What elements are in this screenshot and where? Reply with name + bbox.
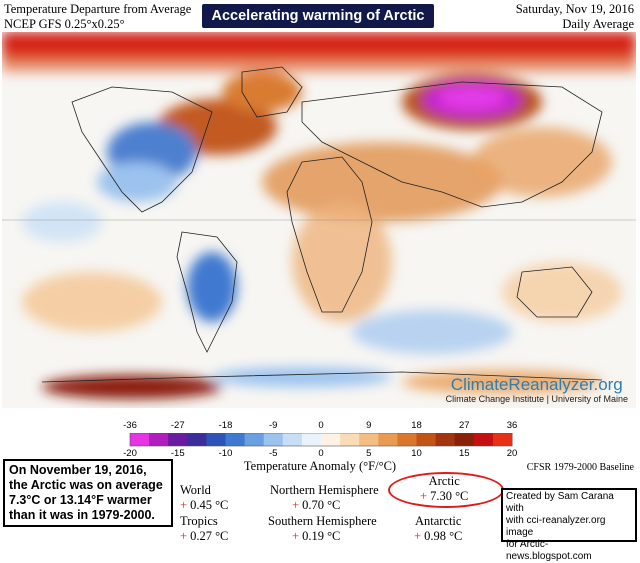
- colorbar-swatch-15: [416, 433, 437, 446]
- header-right: Saturday, Nov 19, 2016 Daily Average: [516, 2, 634, 32]
- stat-tropics-label: Tropics: [180, 514, 218, 528]
- stat-sh-sign: +: [292, 529, 300, 543]
- stat-antarctic-sign: +: [414, 529, 422, 543]
- credit-line-3: for Arctic-news.blogspot.com: [506, 539, 592, 562]
- celsius-tick-label: -20: [123, 448, 137, 459]
- anomaly-map-svg: [2, 32, 636, 408]
- celsius-tick-label: 15: [458, 448, 470, 459]
- stat-nh-label: Northern Hemisphere: [270, 483, 379, 497]
- colorbar-swatch-16: [435, 433, 456, 446]
- anomaly-shading: [2, 32, 636, 399]
- stat-tropics: Tropics +0.27 °C: [180, 514, 228, 544]
- colorbar-swatch-14: [397, 433, 417, 446]
- fahrenheit-tick-label: -36: [123, 420, 137, 431]
- colorbar-swatch-1: [149, 433, 169, 446]
- stat-southern-hemisphere: Southern Hemisphere +0.19 °C: [268, 514, 377, 544]
- celsius-tick-label: 10: [411, 448, 422, 459]
- colorbar-swatch-17: [454, 433, 475, 446]
- colorbar-swatch-5: [225, 433, 246, 446]
- anomaly-map: ClimateReanalyzer.org Climate Change Ins…: [2, 32, 636, 408]
- credit-box: Created by Sam Carana with with cci-rean…: [501, 488, 637, 562]
- brand-subtitle: Climate Change Institute | University of…: [445, 394, 628, 404]
- stat-world-label: World: [180, 483, 211, 497]
- average-type-label: Daily Average: [562, 17, 634, 31]
- fahrenheit-tick-label: -9: [269, 420, 278, 431]
- stat-tropics-sign: +: [180, 529, 188, 543]
- colorbar-swatch-6: [244, 433, 265, 446]
- callout-line-4: than it was in 1979-2000.: [9, 508, 155, 522]
- stat-nh-sign: +: [292, 498, 300, 512]
- credit-line-2: with cci-reanalyzer.org image: [506, 515, 606, 538]
- colorbar-frame: [129, 433, 513, 447]
- colorbar-swatch-11: [340, 433, 360, 446]
- stat-world: World +0.45 °C: [180, 483, 228, 513]
- colorbar: -36 -27 -18 -9 0 9 18 27 36 -20 -15 -10 -5 0 5 10 15 20 …: [0, 414, 640, 474]
- header-left: Temperature Departure from Average NCEP …: [4, 2, 191, 32]
- stat-world-sign: +: [180, 498, 188, 512]
- colorbar-swatch-18: [473, 433, 494, 446]
- map-subtitle-line2: NCEP GFS 0.25°x0.25°: [4, 17, 125, 31]
- colorbar-swatches: [129, 433, 513, 447]
- colorbar-swatch-3: [187, 433, 207, 446]
- stat-sh-value: 0.19 °C: [302, 529, 341, 543]
- credit-line-1: Created by Sam Carana with: [506, 491, 614, 514]
- map-subtitle-line1: Temperature Departure from Average: [4, 2, 192, 16]
- celsius-tick-label: 0: [318, 448, 324, 459]
- arctic-highlight-ring: [388, 472, 504, 508]
- coastlines: [41, 66, 603, 383]
- summary-callout: On November 19, 2016, the Arctic was on …: [3, 459, 173, 527]
- celsius-tick-label: 20: [506, 448, 518, 459]
- celsius-tick-label: 5: [366, 448, 372, 459]
- celsius-tick-label: -10: [218, 448, 233, 459]
- brand-logo: ClimateReanalyzer.org Climate Change Ins…: [446, 375, 628, 404]
- fahrenheit-tick-label: -18: [218, 420, 233, 431]
- callout-line-1: On November 19, 2016,: [9, 463, 147, 477]
- title-banner: Accelerating warming of Arctic Ocean: [202, 4, 434, 48]
- stat-antarctic: Antarctic +0.98 °C: [414, 514, 462, 544]
- colorbar-swatch-8: [282, 433, 303, 446]
- colorbar-swatch-2: [168, 433, 188, 446]
- stat-world-value: 0.45 °C: [190, 498, 229, 512]
- fahrenheit-tick-label: 36: [506, 420, 518, 431]
- fahrenheit-tick-label: 27: [458, 420, 470, 431]
- colorbar-swatch-4: [206, 433, 226, 446]
- colorbar-swatch-0: [130, 433, 150, 446]
- brand-name: ClimateReanalyzer.org: [450, 375, 623, 394]
- colorbar-swatch-9: [301, 433, 322, 446]
- colorbar-swatch-13: [378, 433, 398, 446]
- stat-northern-hemisphere: Northern Hemisphere +0.70 °C: [270, 483, 379, 513]
- stat-tropics-value: 0.27 °C: [190, 529, 229, 543]
- colorbar-swatch-19: [492, 433, 513, 446]
- date-label: Saturday, Nov 19, 2016: [515, 2, 634, 16]
- fahrenheit-tick-label: -27: [170, 420, 185, 431]
- colorbar-title: Temperature Anomaly (°F/°C): [243, 459, 397, 473]
- fahrenheit-tick-label: 0: [318, 420, 324, 431]
- colorbar-swatch-12: [359, 433, 379, 446]
- colorbar-swatch-10: [321, 433, 341, 446]
- celsius-tick-label: -5: [269, 448, 278, 459]
- fahrenheit-tick-label: 18: [411, 420, 422, 431]
- colorbar-swatch-7: [263, 433, 284, 446]
- baseline-label: CFSR 1979-2000 Baseline: [526, 462, 634, 473]
- stat-sh-label: Southern Hemisphere: [268, 514, 377, 528]
- callout-line-3: 7.3°C or 13.14°F warmer: [9, 493, 152, 507]
- callout-line-2: the Arctic was on average: [9, 478, 163, 492]
- stat-nh-value: 0.70 °C: [302, 498, 341, 512]
- fahrenheit-tick-label: 9: [366, 420, 372, 431]
- stat-antarctic-label: Antarctic: [414, 514, 462, 528]
- celsius-tick-label: -15: [170, 448, 185, 459]
- stat-antarctic-value: 0.98 °C: [424, 529, 463, 543]
